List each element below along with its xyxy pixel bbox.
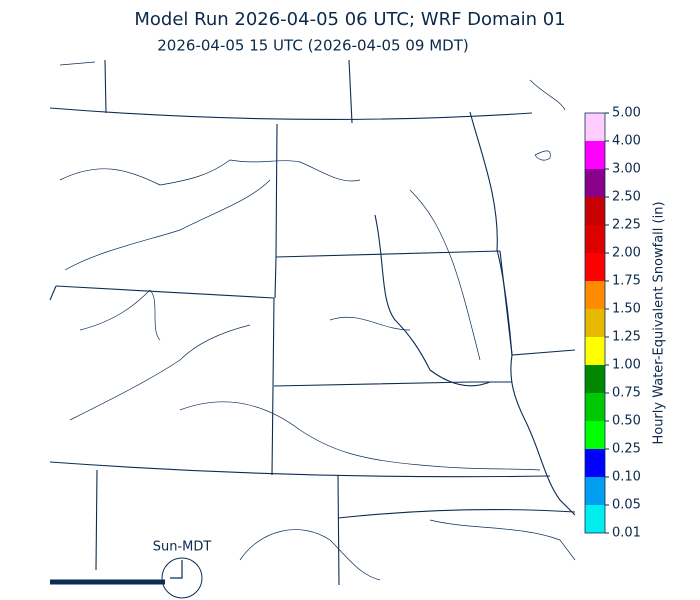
- colorbar-tick-label: 1.25: [612, 330, 641, 345]
- colorbar-tick-label: 1.50: [612, 302, 641, 317]
- colorbar-tick-label: 0.50: [612, 414, 641, 429]
- colorbar-band: [585, 337, 605, 365]
- colorbar-tick-label: 0.25: [612, 442, 641, 457]
- clock-hands: [170, 560, 183, 579]
- colorbar-tick-label: 5.00: [612, 106, 641, 121]
- colorbar: 0.01 0.05 0.10 0.25 0.50 0.75 1.00 1.25 1.50 1.75…: [584, 106, 641, 541]
- colorbar-label: Hourly Water-Equivalent Snowfall (in): [652, 201, 667, 444]
- colorbar-band: [585, 253, 605, 281]
- colorbar-band: [585, 197, 605, 225]
- colorbar-tick-label: 4.00: [612, 134, 641, 149]
- colorbar-tick-label: 0.05: [612, 498, 641, 513]
- colorbar-band: [585, 309, 605, 337]
- colorbar-band: [585, 449, 605, 477]
- colorbar-tick-label: 0.75: [612, 386, 641, 401]
- colorbar-tick-label: 3.00: [612, 162, 641, 177]
- colorbar-band: [585, 365, 605, 393]
- clock-icon: [161, 557, 203, 599]
- subtitle: 2026-04-05 15 UTC (2026-04-05 09 MDT): [157, 37, 468, 55]
- colorbar-band: [585, 113, 605, 141]
- time-zone-label: Sun-MDT: [153, 540, 212, 555]
- title: Model Run 2026-04-05 06 UTC; WRF Domain …: [134, 9, 565, 30]
- colorbar-band: [585, 225, 605, 253]
- map: [49, 59, 576, 586]
- colorbar-tick-label: 2.50: [612, 190, 641, 205]
- colorbar-band: [585, 421, 605, 449]
- colorbar-tick-label: 0.01: [612, 526, 641, 541]
- colorbar-frame: [584, 112, 606, 534]
- colorbar-band: [585, 169, 605, 197]
- colorbar-band: [585, 393, 605, 421]
- colorbar-band: [585, 505, 605, 533]
- colorbar-tick-label: 2.25: [612, 218, 641, 233]
- colorbar-band: [585, 281, 605, 309]
- colorbar-tick-label: 2.00: [612, 246, 641, 261]
- colorbar-band: [585, 477, 605, 505]
- colorbar-tick-label: 1.75: [612, 274, 641, 289]
- colorbar-tick-label: 1.00: [612, 358, 641, 373]
- colorbar-tick-label: 0.10: [612, 470, 641, 485]
- colorbar-band: [585, 141, 605, 169]
